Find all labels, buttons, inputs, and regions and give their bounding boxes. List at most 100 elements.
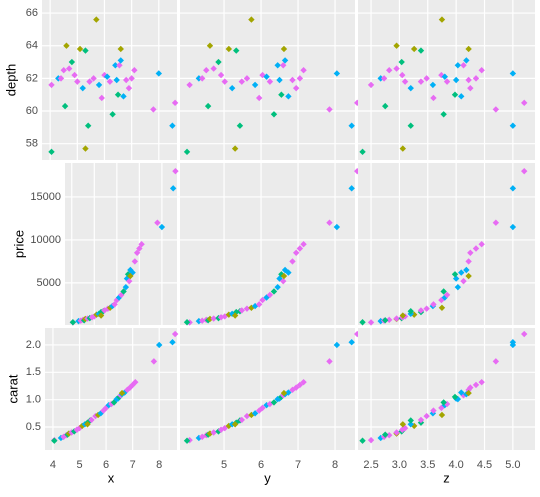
point — [292, 84, 300, 92]
point — [430, 301, 437, 308]
point — [509, 339, 517, 346]
point — [51, 437, 58, 444]
point — [467, 249, 474, 257]
point — [440, 111, 447, 118]
point — [131, 258, 139, 265]
point — [125, 84, 133, 92]
point — [367, 81, 375, 89]
point — [423, 412, 430, 420]
point — [210, 65, 217, 72]
point — [274, 283, 281, 291]
point — [225, 45, 233, 53]
point — [333, 223, 341, 231]
point — [478, 67, 485, 74]
point — [407, 122, 414, 129]
point — [292, 249, 300, 257]
point — [198, 75, 206, 82]
point — [136, 245, 143, 252]
point — [206, 42, 214, 49]
point — [203, 67, 210, 74]
point — [82, 145, 89, 152]
x-tick-label: 4.5 — [477, 459, 492, 471]
point — [285, 269, 292, 276]
point — [233, 47, 240, 54]
point — [407, 308, 414, 315]
point — [263, 73, 270, 80]
point — [106, 78, 114, 85]
row-title: carat — [5, 374, 20, 403]
point — [217, 314, 225, 321]
point — [172, 167, 179, 175]
point — [407, 421, 414, 428]
point — [186, 81, 193, 89]
point — [465, 76, 472, 84]
point — [155, 70, 163, 77]
point — [359, 148, 366, 156]
point — [127, 272, 134, 280]
point — [183, 437, 191, 444]
point — [492, 358, 500, 365]
point — [82, 47, 89, 54]
point — [103, 73, 111, 80]
point — [377, 75, 384, 82]
x-tick-label: 7 — [295, 459, 301, 471]
point — [393, 42, 400, 49]
point — [300, 241, 307, 248]
point — [430, 407, 437, 414]
point — [285, 93, 292, 100]
point — [97, 312, 105, 319]
point — [109, 111, 116, 118]
point — [438, 16, 446, 23]
point — [326, 358, 333, 365]
point — [131, 67, 138, 74]
panel — [358, 328, 535, 450]
point — [278, 91, 285, 98]
point — [281, 57, 289, 64]
point — [57, 75, 65, 82]
point — [60, 67, 67, 74]
point — [440, 399, 447, 406]
point — [417, 78, 425, 85]
point — [48, 81, 55, 89]
x-tick-label: 5.0 — [505, 459, 520, 471]
y-tick-label: 0.5 — [26, 421, 41, 433]
point — [386, 316, 393, 324]
point — [417, 47, 425, 54]
row-title: price — [11, 230, 26, 258]
point — [122, 283, 130, 291]
point — [399, 145, 407, 152]
point — [280, 62, 287, 69]
point — [88, 416, 95, 424]
point — [251, 81, 259, 89]
point — [451, 271, 459, 278]
point — [204, 102, 212, 110]
panel — [45, 328, 177, 450]
point — [326, 106, 333, 113]
point — [367, 436, 375, 444]
column-title: z — [443, 470, 450, 485]
y-tick-label: 2.0 — [26, 339, 41, 351]
point — [48, 148, 55, 156]
point — [423, 305, 430, 312]
point — [296, 245, 304, 252]
point — [451, 393, 459, 401]
point — [102, 404, 110, 412]
point — [169, 339, 176, 346]
x-tick-label: 6 — [103, 459, 109, 471]
point — [443, 78, 451, 85]
y-tick-label: 58 — [26, 138, 38, 150]
point — [465, 389, 472, 397]
point — [465, 45, 472, 53]
point — [478, 378, 485, 386]
point — [101, 71, 108, 79]
point — [210, 429, 217, 436]
point — [463, 266, 470, 274]
point — [86, 78, 93, 85]
point — [156, 341, 163, 349]
x-tick-label: 7 — [130, 459, 136, 471]
y-tick-label: 60 — [26, 105, 38, 117]
point — [399, 312, 407, 319]
point — [407, 417, 414, 424]
point — [359, 319, 366, 326]
y-tick-label: 1.0 — [26, 394, 41, 406]
